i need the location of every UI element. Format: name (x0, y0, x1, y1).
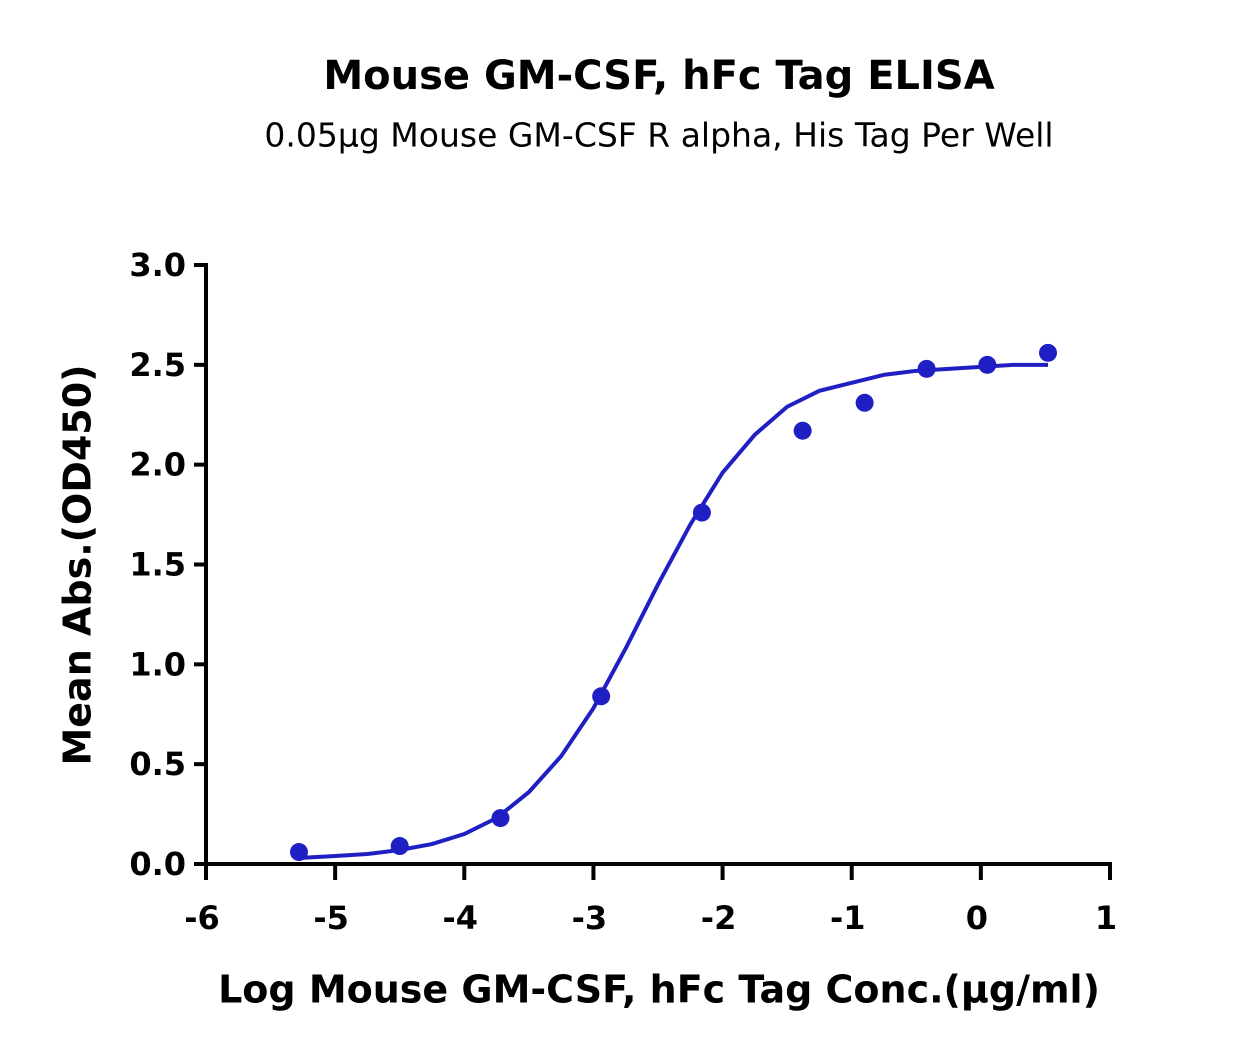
x-tick-label: -3 (572, 899, 608, 937)
y-tick-label: 3.0 (129, 246, 186, 284)
chart-title: Mouse GM-CSF, hFc Tag ELISA (323, 53, 994, 99)
fit-curve (298, 362, 1049, 861)
x-axis-label: Log Mouse GM-CSF, hFc Tag Conc.(μg/ml) (218, 968, 1100, 1012)
x-tick-label: -4 (443, 899, 479, 937)
x-tick-label: 1 (1095, 899, 1117, 937)
x-tick-label: -1 (830, 899, 866, 937)
x-tick-label: -6 (184, 899, 220, 937)
data-point (793, 421, 812, 440)
chart-subtitle: 0.05μg Mouse GM-CSF R alpha, His Tag Per… (264, 116, 1053, 155)
y-tick-label: 1.0 (129, 645, 186, 683)
y-tick-label: 2.0 (129, 446, 186, 484)
data-point (855, 393, 874, 412)
y-tick-label: 2.5 (129, 346, 186, 384)
data-point (1039, 343, 1058, 362)
y-tick-label: 0.5 (129, 745, 186, 783)
x-tick-label: 0 (966, 899, 988, 937)
y-tick-label: 0.0 (129, 845, 186, 883)
x-tick-label: -2 (701, 899, 737, 937)
data-point (692, 503, 711, 522)
y-axis-label: Mean Abs.(OD450) (56, 364, 100, 765)
x-tick-label: -5 (313, 899, 349, 937)
y-tick-label: 1.5 (129, 546, 186, 584)
